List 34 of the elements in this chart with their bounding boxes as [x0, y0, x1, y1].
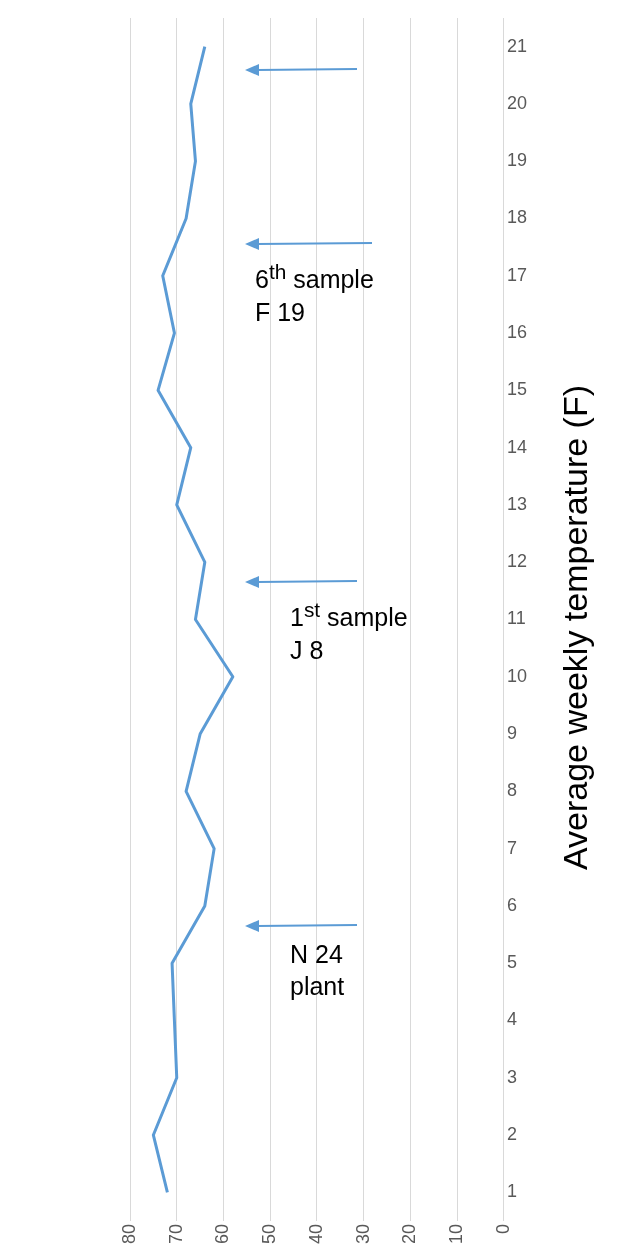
- y-tick-label: 13: [506, 493, 528, 514]
- y-tick-label: 4: [506, 1009, 517, 1030]
- x-tick-label: 70: [165, 1223, 186, 1245]
- y-tick-label: 11: [506, 608, 526, 629]
- y-tick-label: 18: [506, 207, 528, 228]
- x-tick-label: 50: [259, 1223, 280, 1245]
- x-tick-label: 30: [352, 1223, 373, 1245]
- x-tick-label: 40: [305, 1223, 326, 1245]
- x-tick-label: 0: [492, 1223, 513, 1234]
- y-tick-label: 10: [506, 665, 528, 686]
- annotation: 1$^{st}$ sample J 8: [290, 597, 408, 666]
- y-tick-label: 5: [506, 952, 517, 973]
- y-tick-label: 20: [506, 92, 528, 113]
- y-tick-label: 15: [506, 379, 528, 400]
- annotation: N 24 plant: [290, 938, 345, 1002]
- y-tick-label: 2: [506, 1124, 517, 1145]
- y-tick-label: 7: [506, 837, 517, 858]
- y-tick-label: 3: [506, 1066, 517, 1087]
- y-tick-label: 16: [506, 322, 528, 343]
- y-tick-label: 17: [506, 264, 528, 285]
- x-tick-label: 20: [399, 1223, 420, 1245]
- y-tick-label: 1: [506, 1181, 517, 1202]
- x-tick-label: 10: [446, 1223, 467, 1245]
- y-tick-label: 12: [506, 551, 528, 572]
- y-axis-title: Average weekly temperature (F): [555, 384, 595, 870]
- y-tick-label: 6: [506, 894, 517, 915]
- y-tick-label: 14: [506, 436, 528, 457]
- annotation: 6$^{th}$ sample F 19: [255, 259, 374, 328]
- y-tick-label: 21: [506, 35, 528, 56]
- y-tick-label: 9: [506, 723, 517, 744]
- y-tick-label: 8: [506, 780, 517, 801]
- x-tick-label: 60: [212, 1223, 233, 1245]
- y-tick-label: 19: [506, 150, 528, 171]
- x-tick-label: 80: [118, 1223, 139, 1245]
